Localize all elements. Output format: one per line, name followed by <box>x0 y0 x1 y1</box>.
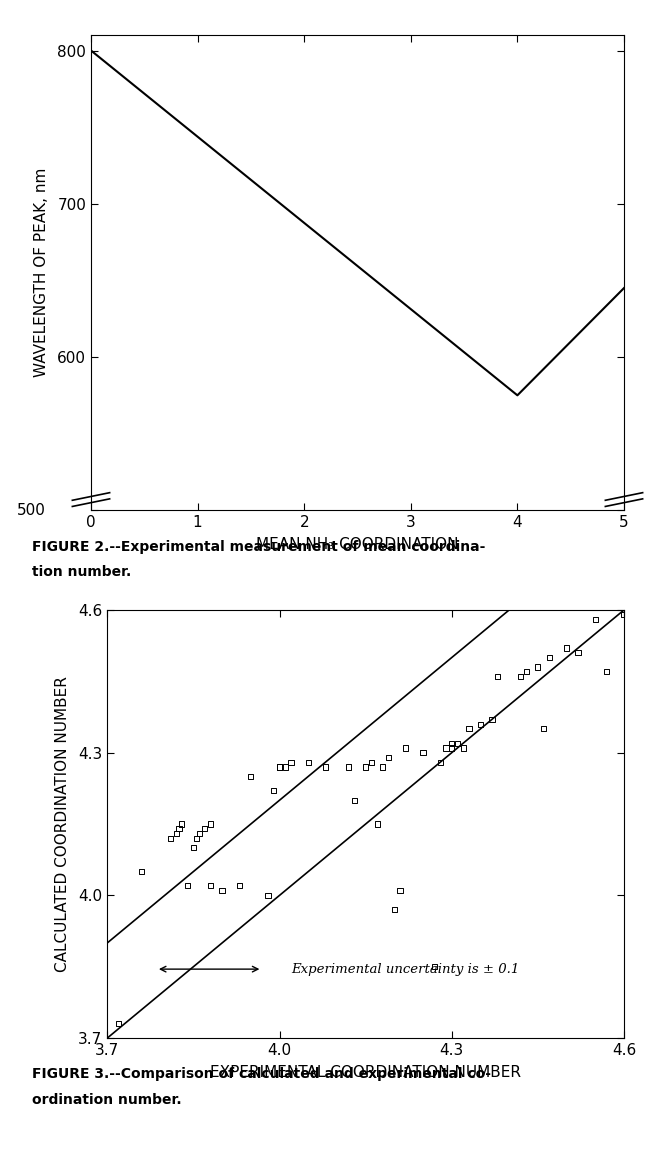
Point <box>366 753 376 772</box>
Point <box>188 839 199 857</box>
Point <box>602 663 612 682</box>
Point <box>458 739 469 758</box>
Text: tion number.: tion number. <box>32 565 132 579</box>
X-axis label: MEAN NH₃ COORDINATION: MEAN NH₃ COORDINATION <box>256 537 459 552</box>
Point <box>177 814 187 833</box>
Point <box>191 829 202 848</box>
Point <box>183 876 193 895</box>
Point <box>136 862 147 881</box>
Point <box>234 876 244 895</box>
Point <box>441 739 451 758</box>
Point <box>343 758 354 777</box>
Text: FIGURE 3.--Comparison of calculated and experimental co-: FIGURE 3.--Comparison of calculated and … <box>32 1067 491 1082</box>
Point <box>538 719 549 738</box>
Point <box>205 814 216 833</box>
Point <box>493 667 503 686</box>
Point <box>114 1015 124 1033</box>
Text: ordination number.: ordination number. <box>32 1093 182 1107</box>
Point <box>280 758 291 777</box>
Point <box>418 744 428 762</box>
Point <box>573 643 583 662</box>
Y-axis label: WAVELENGTH OF PEAK, nm: WAVELENGTH OF PEAK, nm <box>34 168 49 378</box>
Point <box>246 767 256 786</box>
Point <box>395 881 406 900</box>
Point <box>487 710 497 728</box>
Point <box>521 663 532 682</box>
Point <box>475 714 486 733</box>
Point <box>447 734 457 753</box>
Point <box>435 753 445 772</box>
Point <box>171 825 181 843</box>
Point <box>533 658 543 677</box>
Point <box>217 881 228 900</box>
Point <box>544 649 554 667</box>
Point <box>205 876 216 895</box>
Point <box>400 739 411 758</box>
Point <box>286 753 296 772</box>
Text: 500: 500 <box>17 503 46 517</box>
Point <box>372 814 382 833</box>
Text: Experimental uncertainty is ± 0.1: Experimental uncertainty is ± 0.1 <box>291 963 519 976</box>
Point <box>515 667 526 686</box>
Point <box>274 758 285 777</box>
Point <box>174 820 184 839</box>
Y-axis label: CALCULATED COORDINATION NUMBER: CALCULATED COORDINATION NUMBER <box>55 676 70 972</box>
Point <box>200 820 210 839</box>
Point <box>562 638 572 657</box>
Point <box>447 739 457 758</box>
Point <box>263 886 273 904</box>
Point <box>464 719 474 738</box>
Point <box>274 758 285 777</box>
Point <box>389 901 400 920</box>
Point <box>320 758 331 777</box>
Point <box>590 610 601 629</box>
Point <box>268 781 279 800</box>
Point <box>349 791 359 809</box>
Point <box>430 957 440 976</box>
Point <box>303 753 313 772</box>
Point <box>165 829 176 848</box>
Text: FIGURE 2.--Experimental measurement of mean coordina-: FIGURE 2.--Experimental measurement of m… <box>32 540 486 554</box>
Point <box>452 734 463 753</box>
Point <box>384 748 394 767</box>
X-axis label: EXPERIMENTAL COORDINATION NUMBER: EXPERIMENTAL COORDINATION NUMBER <box>210 1065 521 1080</box>
Point <box>361 758 371 777</box>
Point <box>378 758 388 777</box>
Point <box>194 825 204 843</box>
Point <box>619 605 629 624</box>
